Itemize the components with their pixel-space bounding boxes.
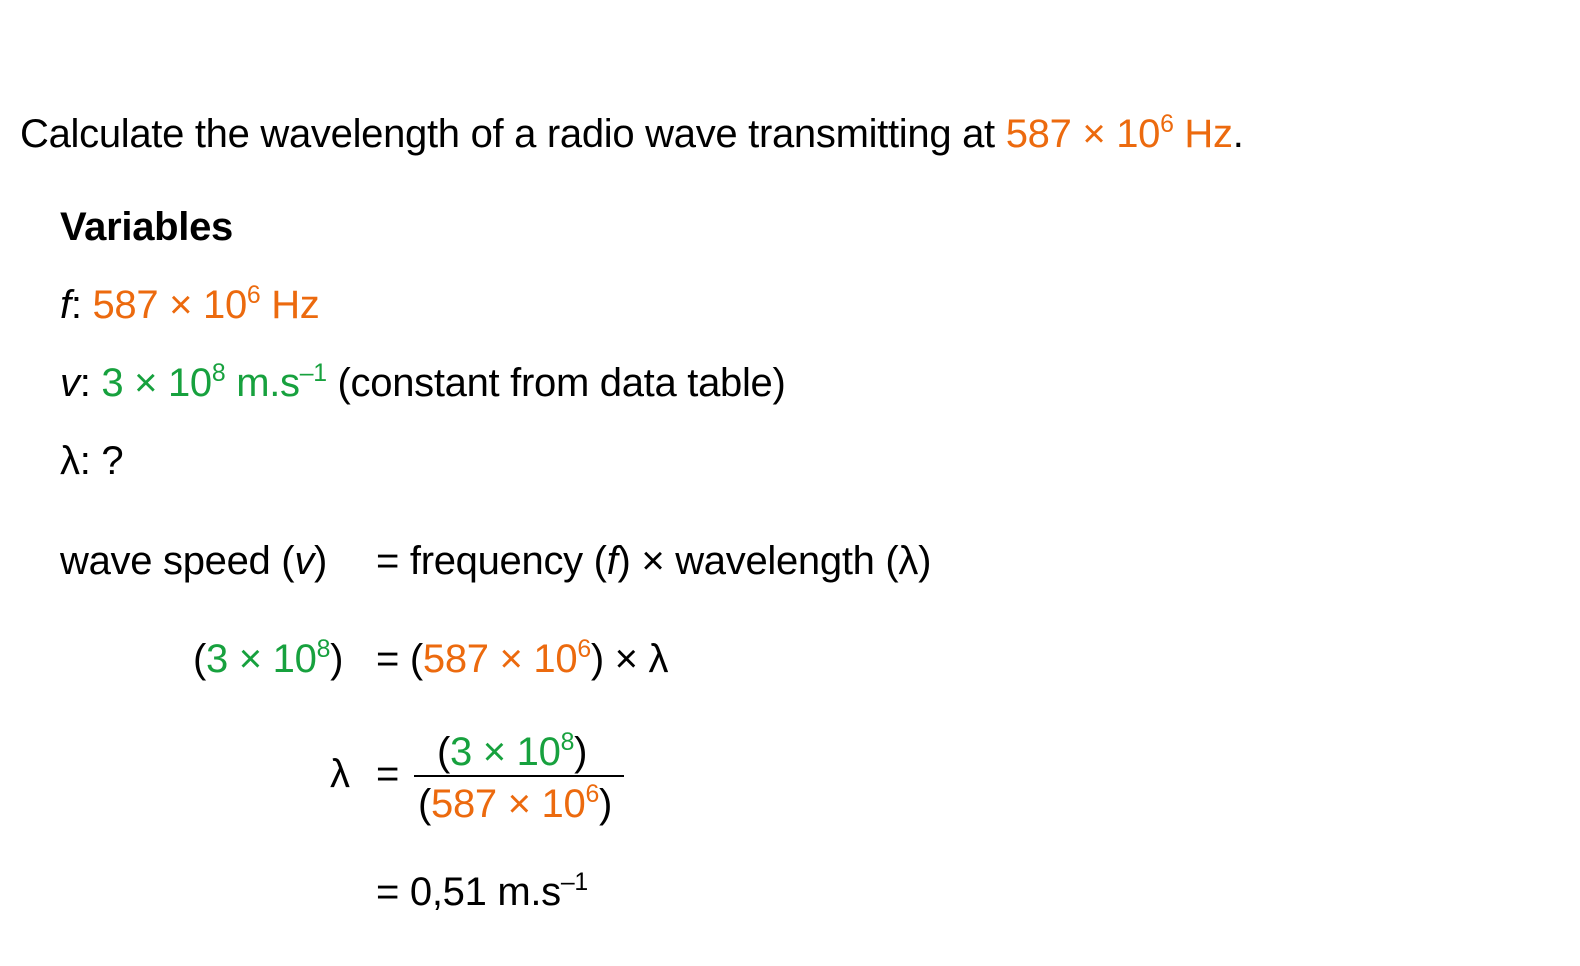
variable-f: f: 587 × 106 Hz <box>60 281 320 327</box>
variable-lambda: λ: ? <box>60 439 124 483</box>
variables-heading: Variables <box>60 205 233 249</box>
equation-lhs: wave speed (v) <box>60 539 328 583</box>
substitution-lhs: (3 × 108) <box>193 635 344 681</box>
question-text: Calculate the wavelength of a radio wave… <box>20 110 1244 158</box>
f-symbol: f <box>60 283 71 327</box>
question-suffix: . <box>1232 112 1244 156</box>
lambda-symbol: λ <box>60 439 80 483</box>
question-prefix: Calculate the wavelength of a radio wave… <box>20 112 1006 156</box>
result: = 0,51 m.s–1 <box>376 868 588 914</box>
rearranged-equals: = <box>376 752 400 796</box>
fraction-bar <box>414 775 624 777</box>
v-note: (constant from data table) <box>326 361 786 405</box>
question-frequency: 587 × 106 Hz <box>1005 110 1233 156</box>
variable-v: v: 3 × 108 m.s–1 (constant from data tab… <box>60 359 786 405</box>
v-symbol: v <box>60 361 80 405</box>
substitution-rhs: = (587 × 106) × λ <box>376 635 669 681</box>
equation-rhs: = frequency (f) × wavelength (λ) <box>376 539 932 583</box>
fraction-numerator: (3 × 108) <box>437 728 588 774</box>
f-value: 587 × 106 Hz <box>92 281 320 327</box>
rearranged-lhs: λ <box>330 752 350 796</box>
v-value: 3 × 108 m.s–1 <box>101 359 327 405</box>
fraction-denominator: (587 × 106) <box>418 780 612 826</box>
lambda-value: ? <box>101 439 124 483</box>
